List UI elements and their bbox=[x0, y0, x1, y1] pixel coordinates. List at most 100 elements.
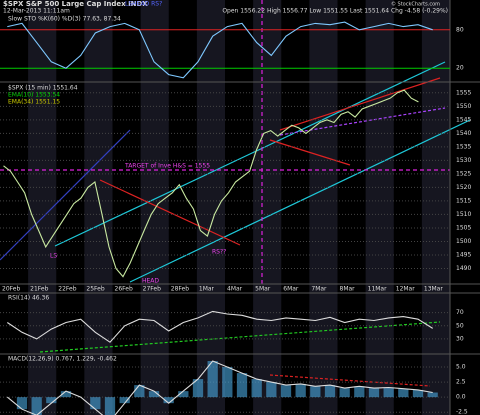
macd-bar bbox=[148, 391, 160, 398]
macd-bar bbox=[266, 382, 277, 398]
trend-line bbox=[279, 77, 441, 131]
x-tick-label: 25Feb bbox=[86, 286, 104, 293]
trend-line bbox=[279, 107, 446, 136]
y-tick-label: 2.5 bbox=[456, 379, 466, 386]
macd-bar bbox=[163, 397, 174, 404]
x-tick-label: 21Feb bbox=[30, 286, 48, 293]
day-bands bbox=[28, 0, 450, 415]
y-tick-label: -2.5 bbox=[456, 409, 468, 415]
macd-bar bbox=[310, 386, 321, 398]
y-tick-label: 30 bbox=[456, 335, 464, 342]
macd-bar bbox=[222, 367, 233, 398]
y-tick-label: 1545 bbox=[456, 116, 471, 123]
y-tick-label: 1520 bbox=[456, 184, 471, 191]
macd-bar bbox=[383, 387, 394, 398]
day-band bbox=[140, 0, 169, 415]
macd-bar bbox=[368, 388, 380, 398]
annotation: RS?? bbox=[212, 249, 226, 256]
symbol: $SPX S&P 500 Large Cap Index INDX bbox=[3, 0, 148, 8]
macd-bar bbox=[236, 373, 248, 398]
macd-bar bbox=[412, 389, 424, 398]
x-tick-label: 13Mar bbox=[424, 286, 443, 293]
y-tick-label: 50 bbox=[456, 322, 464, 329]
y-tick-label: 1535 bbox=[456, 143, 471, 150]
macd-bar bbox=[427, 392, 438, 398]
price-line bbox=[3, 89, 419, 278]
day-band bbox=[309, 0, 338, 415]
quote: Open 1556.22 High 1556.77 Low 1551.55 La… bbox=[222, 8, 448, 15]
macd-bar bbox=[280, 385, 292, 398]
macd-bar bbox=[178, 391, 189, 398]
macd-name: MACD(12,26,9) 0.767, 1.229, -0.462 bbox=[8, 356, 117, 363]
y-tick-label: 1510 bbox=[456, 211, 471, 218]
y-tick-label: 1530 bbox=[456, 157, 471, 164]
y-tick-label: 1490 bbox=[456, 265, 471, 272]
rsi-name: RSI(14) 46.36 bbox=[8, 295, 49, 302]
channel-line bbox=[54, 61, 446, 247]
x-tick-label: 1Mar bbox=[199, 286, 215, 293]
day-band bbox=[84, 0, 113, 415]
credit: © StockCharts.com bbox=[391, 1, 440, 8]
indicator-line bbox=[6, 360, 433, 415]
x-tick-label: 6Mar bbox=[283, 286, 299, 293]
macd-bar bbox=[324, 385, 336, 398]
macd-bar bbox=[60, 391, 72, 398]
x-tick-label: 4Mar bbox=[227, 286, 243, 293]
y-tick-label: 1500 bbox=[456, 238, 471, 245]
trend-line bbox=[0, 129, 131, 261]
trend-line bbox=[99, 179, 241, 246]
annotation: TARGET of Inve H&S = 1555 bbox=[124, 163, 210, 170]
y-tick-label: 1505 bbox=[456, 224, 471, 231]
date: 12-Mar-2013 11:11am bbox=[3, 8, 70, 15]
macd-bar bbox=[119, 397, 130, 404]
macd-trend bbox=[269, 374, 431, 387]
legend-entry: EMA(10) 1553.54 bbox=[8, 92, 60, 99]
x-tick-label: 27Feb bbox=[143, 286, 161, 293]
y-tick-label: 20 bbox=[456, 65, 464, 72]
day-band bbox=[365, 0, 394, 415]
macd-bar bbox=[192, 379, 204, 398]
y-tick-label: 1525 bbox=[456, 170, 471, 177]
rsi-trend bbox=[39, 321, 441, 353]
macd-bar bbox=[104, 397, 116, 415]
macd-bar bbox=[354, 386, 365, 398]
y-tick-label: 1550 bbox=[456, 103, 471, 110]
price-title: $SPX (15 min) 1551.64 bbox=[8, 85, 78, 92]
annotation: HEAD bbox=[142, 278, 159, 285]
day-band bbox=[421, 0, 450, 415]
y-tick-label: 80 bbox=[456, 26, 464, 33]
day-band bbox=[196, 0, 225, 415]
x-tick-label: 12Mar bbox=[396, 286, 415, 293]
macd-bar bbox=[46, 397, 57, 404]
macd-bar bbox=[295, 383, 306, 398]
x-tick-label: 22Feb bbox=[58, 286, 76, 293]
y-tick-label: 1540 bbox=[456, 130, 471, 137]
macd-bar bbox=[207, 361, 218, 398]
day-band bbox=[28, 0, 57, 415]
trend-lines bbox=[0, 0, 471, 387]
y-tick-label: 5.0 bbox=[456, 364, 466, 371]
x-tick-label: 7Mar bbox=[311, 286, 327, 293]
macd-bar bbox=[90, 397, 101, 410]
macd-bar bbox=[134, 385, 145, 398]
day-band bbox=[253, 0, 282, 415]
indicator-line bbox=[6, 310, 433, 343]
sto-name: Slow STO %K(60) %D(3) 77.63, 87.34 bbox=[8, 16, 121, 23]
indicator-line bbox=[7, 21, 433, 79]
y-tick-label: 1555 bbox=[456, 89, 471, 96]
legend-entry: EMA(34) 1551.15 bbox=[8, 99, 60, 106]
macd-bar bbox=[16, 397, 28, 410]
x-tick-label: 20Feb bbox=[2, 286, 20, 293]
macd-bar bbox=[398, 388, 409, 398]
y-tick-label: 1515 bbox=[456, 197, 471, 204]
annotation: LSHEAD RS? bbox=[125, 1, 162, 8]
macd-bar bbox=[339, 388, 350, 398]
x-tick-label: 8Mar bbox=[340, 286, 356, 293]
x-tick-label: 11Mar bbox=[368, 286, 387, 293]
macd-bar bbox=[31, 397, 42, 415]
x-tick-label: 28Feb bbox=[171, 286, 189, 293]
x-tick-label: 5Mar bbox=[255, 286, 271, 293]
x-tick-label: 26Feb bbox=[115, 286, 133, 293]
y-tick-label: 0.0 bbox=[456, 394, 466, 401]
